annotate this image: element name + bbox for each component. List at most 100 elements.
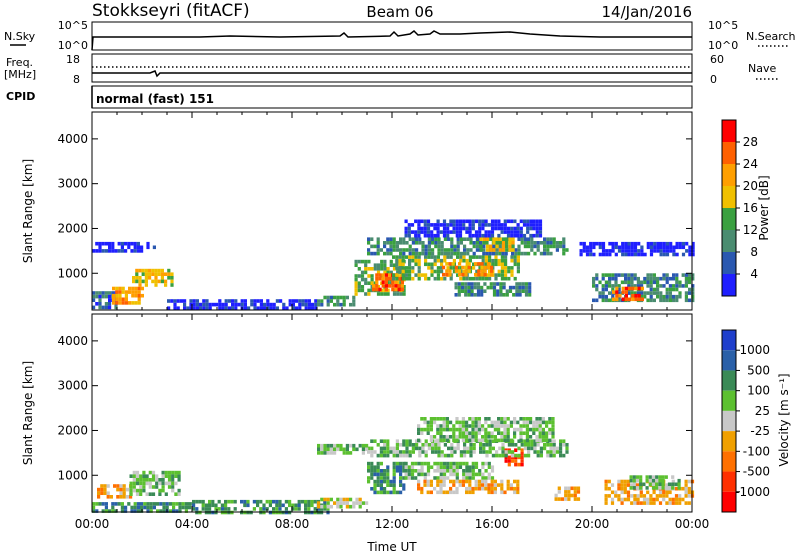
power-cell xyxy=(633,284,637,288)
power-cell xyxy=(402,285,406,289)
velocity-cell xyxy=(474,420,478,425)
noise-search-label: N.Search xyxy=(746,30,796,43)
velocity-cell xyxy=(535,438,539,443)
power-cell xyxy=(304,302,308,307)
power-cell xyxy=(134,290,138,294)
power-cell xyxy=(479,241,483,245)
power-cell xyxy=(291,306,295,310)
power-cell xyxy=(484,223,488,227)
power-cell xyxy=(339,295,343,300)
power-cell xyxy=(189,302,193,307)
power-cell xyxy=(138,279,142,284)
noise-panel: N.Sky 10^5 10^0 10^5 10^0 N.Search xyxy=(4,19,796,52)
velocity-cell xyxy=(443,443,447,447)
velocity-cell xyxy=(386,469,390,473)
velocity-cell xyxy=(376,483,380,487)
velocity-cell xyxy=(310,503,314,508)
velocity-cell xyxy=(429,479,433,484)
velocity-cell xyxy=(452,431,456,435)
power-cell xyxy=(381,273,385,277)
velocity-cell xyxy=(658,490,663,495)
velocity-cell xyxy=(469,446,473,451)
velocity-cell xyxy=(626,494,631,498)
power-colorbar-tick-label: 28 xyxy=(743,135,758,149)
velocity-cell xyxy=(535,420,539,425)
power-cell xyxy=(582,245,586,250)
power-cell xyxy=(519,219,523,224)
velocity-cell xyxy=(103,491,107,495)
power-cell xyxy=(501,251,505,256)
power-cell xyxy=(649,249,654,253)
velocity-cell xyxy=(527,443,531,447)
power-cell xyxy=(170,279,174,284)
power-cell xyxy=(112,293,116,298)
velocity-cell xyxy=(95,502,99,506)
velocity-cell xyxy=(100,484,104,488)
power-cell xyxy=(579,249,583,253)
velocity-cell xyxy=(674,497,679,502)
velocity-cell xyxy=(392,461,396,466)
velocity-colorbar-label: Velocity [m s⁻¹] xyxy=(777,373,791,466)
time-tick-label: 20:00 xyxy=(575,517,610,531)
velocity-cell xyxy=(668,497,672,502)
velocity-cell xyxy=(523,446,527,451)
power-cell xyxy=(646,276,650,281)
power-cell xyxy=(401,276,405,281)
power-cell xyxy=(400,280,404,285)
power-cell xyxy=(352,302,356,307)
power-cell xyxy=(117,249,121,253)
velocity-cell xyxy=(326,443,330,448)
power-cell xyxy=(633,291,637,295)
power-cell xyxy=(634,297,638,302)
power-cell xyxy=(183,299,187,303)
velocity-cell xyxy=(538,420,542,425)
power-cell xyxy=(691,287,695,292)
freq-left-tick-bottom: 8 xyxy=(73,73,80,86)
velocity-cell xyxy=(402,476,406,480)
power-cell xyxy=(522,233,527,238)
power-cell xyxy=(472,266,476,270)
power-cell xyxy=(628,286,632,291)
power-cell xyxy=(522,219,527,224)
power-cell xyxy=(391,280,395,285)
power-cell xyxy=(517,237,521,241)
velocity-cell xyxy=(320,447,324,452)
power-cell xyxy=(95,302,99,306)
velocity-cell xyxy=(111,509,115,513)
velocity-cell xyxy=(520,455,524,460)
velocity-cell xyxy=(481,424,485,428)
power-cell xyxy=(407,223,411,227)
velocity-cell xyxy=(487,431,491,435)
power-cell xyxy=(137,286,141,291)
velocity-cell xyxy=(172,505,176,510)
velocity-cell xyxy=(433,417,437,421)
velocity-cell xyxy=(500,420,504,425)
velocity-cell xyxy=(172,502,176,506)
velocity-cell xyxy=(646,501,650,505)
velocity-cell xyxy=(532,431,536,435)
power-cell xyxy=(364,267,368,271)
velocity-cell xyxy=(484,483,488,487)
velocity-cell xyxy=(469,453,473,458)
power-cell xyxy=(494,223,498,227)
velocity-cell xyxy=(217,499,221,504)
power-cell xyxy=(627,241,631,246)
power-cell xyxy=(468,255,472,259)
velocity-cell xyxy=(516,483,520,487)
velocity-cell xyxy=(516,486,520,491)
velocity-cell xyxy=(161,488,165,493)
velocity-cell xyxy=(506,431,510,435)
power-cell xyxy=(516,266,520,270)
velocity-cell xyxy=(429,435,433,439)
power-cell xyxy=(481,276,485,281)
velocity-cell xyxy=(541,435,545,439)
power-cell xyxy=(495,244,499,249)
velocity-cell xyxy=(440,450,444,454)
velocity-cell xyxy=(162,509,166,513)
velocity-cell xyxy=(450,453,454,458)
power-cell xyxy=(186,306,190,310)
velocity-cell xyxy=(177,470,181,475)
power-cell xyxy=(164,272,168,276)
velocity-cell xyxy=(463,450,467,454)
velocity-cell xyxy=(530,439,534,443)
